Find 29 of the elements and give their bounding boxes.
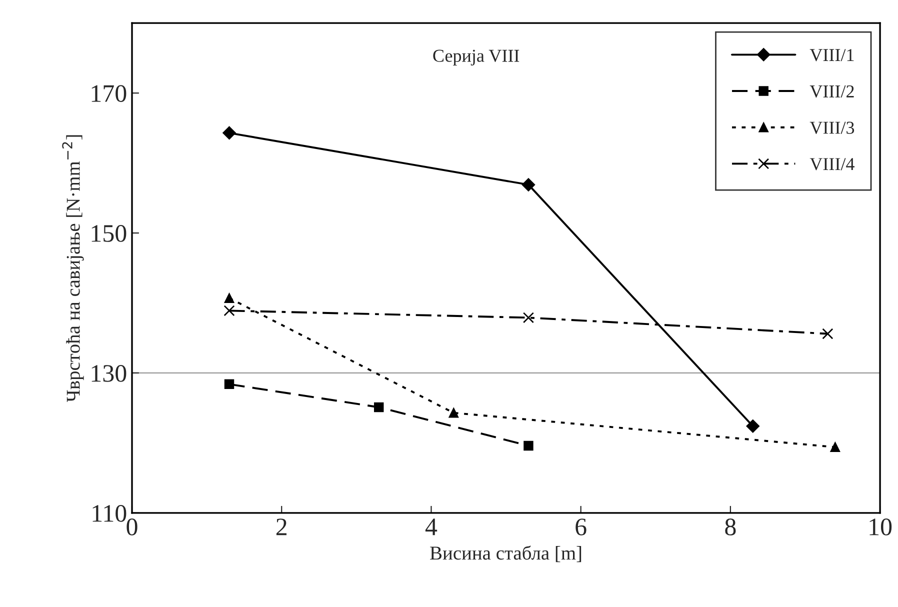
- point: [222, 126, 236, 140]
- x-axis-title: Висина стабла [m]: [430, 546, 582, 562]
- x-tick-label: 4: [425, 518, 438, 536]
- point: [224, 379, 234, 390]
- x-tick-label: 6: [576, 518, 586, 536]
- point: [822, 328, 834, 340]
- y-tick-label: 150: [92, 225, 126, 242]
- point: [830, 442, 840, 452]
- point: [224, 305, 235, 316]
- point: [448, 408, 459, 418]
- point: [524, 440, 534, 451]
- point: [224, 293, 234, 303]
- legend-label: VIII/4: [810, 158, 854, 170]
- y-tick-label: 130: [92, 365, 126, 382]
- legend-label: VIII/2: [810, 85, 854, 98]
- point: [522, 178, 536, 192]
- text: Серија VIII: [433, 50, 520, 66]
- point: [522, 312, 534, 324]
- legend-label: VIII/1: [810, 49, 854, 62]
- point: [746, 420, 760, 433]
- x-tick-label: 0: [126, 518, 138, 536]
- y-tick-label: 110: [92, 504, 126, 522]
- x-tick-label: 10: [870, 518, 892, 536]
- x-tick-label: 8: [725, 518, 736, 536]
- y-axis-title: Чврстоћа на савијање [N·mm$^{−2}$]: [62, 135, 84, 402]
- point: [374, 402, 384, 412]
- legend-label: VIII/3: [810, 122, 854, 134]
- y-tick-label: 170: [92, 85, 126, 102]
- x-tick-label: 2: [276, 518, 286, 536]
